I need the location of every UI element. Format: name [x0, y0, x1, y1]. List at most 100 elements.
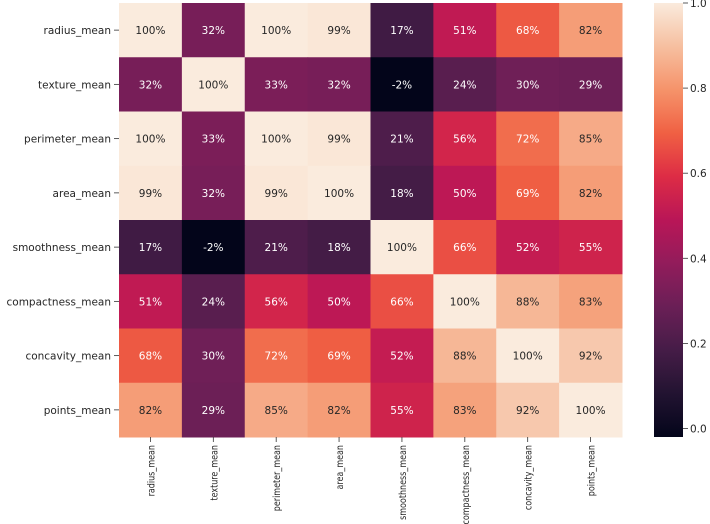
cell-annotation: 66%	[453, 242, 476, 254]
y-tick-label: concavity_mean	[25, 351, 111, 363]
cell-rect	[370, 57, 434, 112]
cell-rect	[181, 382, 246, 438]
heatmap-cell: 55%	[370, 382, 434, 438]
heatmap-cell: 72%	[244, 328, 309, 384]
y-tick-label: area_mean	[53, 188, 111, 200]
cell-annotation: 100%	[261, 25, 291, 37]
heatmap-cell: 99%	[119, 165, 183, 221]
cell-rect	[307, 111, 371, 167]
cell-rect	[119, 3, 183, 58]
cell-rect	[370, 3, 434, 58]
cell-annotation: 33%	[265, 79, 288, 91]
cell-annotation: 100%	[450, 296, 480, 308]
cell-annotation: 100%	[387, 242, 417, 254]
cell-rect	[244, 382, 309, 438]
cell-rect	[559, 382, 623, 438]
cell-annotation: 88%	[516, 296, 539, 308]
heatmap-cell: 92%	[559, 328, 623, 384]
cell-rect	[181, 274, 246, 329]
cell-annotation: 99%	[265, 188, 288, 200]
heatmap-cell: 17%	[370, 3, 434, 58]
cell-annotation: 69%	[327, 351, 350, 363]
heatmap-cell: 88%	[496, 274, 560, 329]
cell-annotation: 85%	[579, 134, 602, 146]
heatmap-cell: 30%	[181, 328, 246, 384]
heatmap-cell: 100%	[307, 165, 371, 221]
cell-rect	[559, 165, 623, 221]
cell-annotation: 29%	[579, 79, 602, 91]
cell-rect	[433, 3, 497, 58]
heatmap-cell: 85%	[559, 111, 623, 167]
heatmap-cell: 82%	[559, 3, 623, 58]
colorbar-ticks: 0.0 0.2 0.4 0.6 0.8 1.0	[683, 0, 707, 435]
heatmap-cell: 33%	[181, 111, 246, 167]
heatmap-cell: 29%	[181, 382, 246, 438]
cell-rect	[307, 328, 371, 384]
cell-annotation: 32%	[202, 188, 225, 200]
colorbar-tick-label: 0.4	[690, 253, 707, 265]
cell-annotation: 52%	[390, 351, 413, 363]
cell-rect	[433, 328, 497, 384]
colorbar-tick-label: 0.2	[690, 338, 707, 350]
heatmap-cell: 33%	[244, 57, 309, 112]
colorbar-tick-label: 0.8	[690, 83, 707, 95]
cell-rect	[119, 220, 183, 275]
cell-annotation: 82%	[139, 405, 162, 417]
cell-rect	[181, 165, 246, 221]
heatmap-cell: 100%	[244, 111, 309, 167]
cell-rect	[496, 3, 560, 58]
heatmap-cell: 55%	[559, 220, 623, 275]
heatmap-cell: 18%	[307, 220, 371, 275]
heatmap-cell: 99%	[307, 111, 371, 167]
cell-annotation: 66%	[390, 296, 413, 308]
heatmap-cell: 32%	[181, 165, 246, 221]
cell-rect	[307, 220, 371, 275]
cell-rect	[244, 220, 309, 275]
heatmap-cell: 100%	[181, 57, 246, 112]
cell-rect	[370, 382, 434, 438]
y-tick-label: compactness_mean	[7, 296, 112, 308]
heatmap-cell: 68%	[119, 328, 183, 384]
heatmap-cell: 24%	[433, 57, 497, 112]
heatmap-cell: 56%	[244, 274, 309, 329]
x-tick-label: perimeter_mean	[272, 445, 283, 511]
cell-rect	[559, 111, 623, 167]
x-tick-label: compactness_mean	[461, 445, 472, 524]
cell-annotation: 56%	[453, 134, 476, 146]
cell-annotation: 18%	[327, 242, 350, 254]
heatmap-cells: 100% 32% 100% 99% 17% 51% 68% 82% 32% 100% 33% 32% -…	[119, 3, 623, 438]
colorbar-tick-label: 1.0	[690, 0, 707, 10]
heatmap-cell: 50%	[307, 274, 371, 329]
cell-annotation: 100%	[261, 134, 291, 146]
heatmap-cell: 56%	[433, 111, 497, 167]
x-tick-label: texture_mean	[210, 445, 221, 501]
heatmap-cell: 52%	[370, 328, 434, 384]
cell-rect	[181, 220, 246, 275]
cell-annotation: 51%	[453, 25, 476, 37]
heatmap-cell: 99%	[307, 3, 371, 58]
heatmap-cell: 83%	[433, 382, 497, 438]
cell-annotation: 85%	[265, 405, 288, 417]
cell-annotation: 52%	[516, 242, 539, 254]
cell-rect	[433, 57, 497, 112]
heatmap-cell: 82%	[307, 382, 371, 438]
cell-annotation: 82%	[579, 188, 602, 200]
colorbar-tick-label: 0.6	[690, 168, 707, 180]
heatmap-cell: -2%	[181, 220, 246, 275]
y-tick-label: perimeter_mean	[24, 134, 111, 146]
cell-annotation: 24%	[202, 296, 225, 308]
heatmap-cell: 69%	[496, 165, 560, 221]
cell-annotation: -2%	[203, 242, 223, 254]
cell-rect	[181, 328, 246, 384]
cell-annotation: 50%	[453, 188, 476, 200]
heatmap-cell: 21%	[244, 220, 309, 275]
cell-rect	[307, 57, 371, 112]
x-tick-label: concavity_mean	[524, 445, 535, 510]
cell-annotation: 17%	[390, 25, 413, 37]
x-tick-label: points_mean	[587, 445, 598, 496]
y-axis-labels: radius_mean texture_mean perimeter_meanare…	[7, 25, 119, 417]
heatmap-cell: 92%	[496, 382, 560, 438]
y-tick-label: smoothness_mean	[13, 242, 111, 254]
cell-annotation: 72%	[265, 351, 288, 363]
